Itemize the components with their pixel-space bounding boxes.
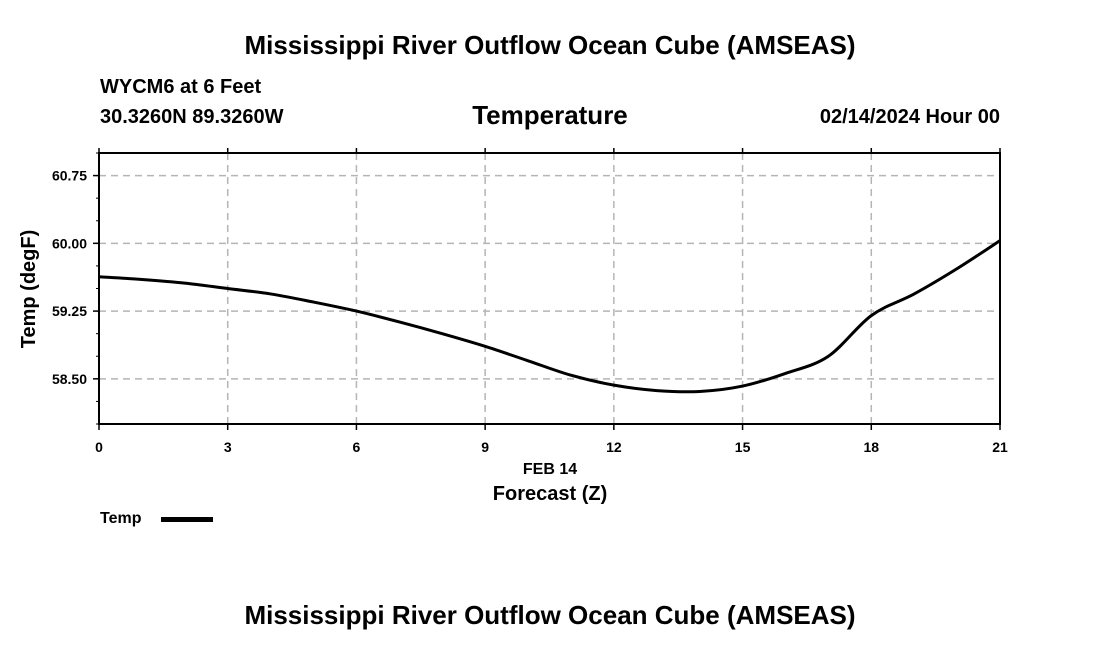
axis-labels: FEB 14 Forecast (Z) Temp (degF) bbox=[18, 230, 607, 505]
variable-title: Temperature bbox=[472, 100, 628, 130]
x-tick-label: 15 bbox=[735, 439, 751, 455]
chart-footer-title: Mississippi River Outflow Ocean Cube (AM… bbox=[244, 600, 856, 630]
legend-label: Temp bbox=[100, 510, 142, 527]
x-tick-label: 9 bbox=[481, 439, 489, 455]
y-tick-label: 58.50 bbox=[52, 371, 87, 387]
forecast-datetime: 02/14/2024 Hour 00 bbox=[819, 106, 1000, 128]
x-axis-title: Forecast (Z) bbox=[493, 483, 607, 505]
x-tick-label: 6 bbox=[353, 439, 361, 455]
y-tick-label: 60.00 bbox=[52, 235, 87, 251]
x-tick-label: 21 bbox=[992, 439, 1008, 455]
x-tick-label: 0 bbox=[95, 439, 103, 455]
station-coordinates: 30.3260N 89.3260W bbox=[100, 106, 284, 128]
series-layer bbox=[98, 239, 1001, 394]
series-line-temp bbox=[98, 239, 1001, 394]
station-label: WYCM6 at 6 Feet bbox=[100, 76, 262, 98]
chart-main-title: Mississippi River Outflow Ocean Cube (AM… bbox=[244, 30, 856, 60]
y-tick-label: 59.25 bbox=[52, 303, 87, 319]
x-tick-label: 3 bbox=[224, 439, 232, 455]
axis-ticks: 0 3 6 9 12 15 18 21 58.50 59.25 60.00 60.75 bbox=[52, 148, 1008, 455]
x-tick-label: 18 bbox=[863, 439, 879, 455]
x-axis-date-label: FEB 14 bbox=[523, 461, 577, 478]
legend-line-swatch bbox=[161, 517, 213, 522]
y-tick-label: 60.75 bbox=[52, 168, 87, 184]
y-axis-title: Temp (degF) bbox=[18, 230, 40, 349]
x-tick-label: 12 bbox=[606, 439, 622, 455]
